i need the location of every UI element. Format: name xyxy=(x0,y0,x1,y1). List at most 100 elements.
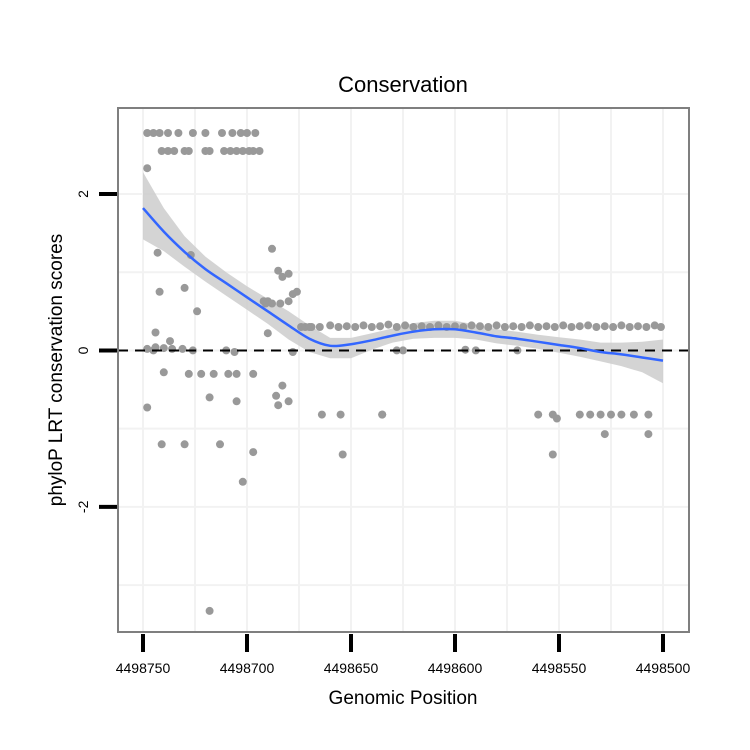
data-point xyxy=(232,397,241,406)
data-point xyxy=(596,410,605,419)
data-point xyxy=(174,129,183,137)
data-point xyxy=(236,129,245,137)
data-point xyxy=(378,410,387,419)
data-point xyxy=(188,129,197,137)
data-point xyxy=(255,147,264,155)
y-tick-label: 0 xyxy=(75,346,91,354)
data-point xyxy=(143,344,152,353)
data-point xyxy=(157,147,166,155)
data-point xyxy=(417,322,426,331)
data-points xyxy=(143,129,665,615)
data-point xyxy=(476,322,484,331)
x-tick-label: 4498500 xyxy=(636,660,691,676)
data-point xyxy=(263,329,272,338)
data-point xyxy=(534,410,543,419)
data-point xyxy=(261,299,270,308)
data-point xyxy=(586,410,595,419)
data-point xyxy=(509,322,518,331)
data-point xyxy=(336,410,345,419)
data-point xyxy=(243,129,251,137)
x-axis: 4498750 4498700 4498650 4498600 4498550 44985… xyxy=(116,634,691,676)
data-point xyxy=(224,369,233,378)
data-point xyxy=(467,321,476,330)
data-point xyxy=(338,450,347,459)
data-point xyxy=(168,344,177,353)
data-point xyxy=(292,287,301,296)
data-point xyxy=(153,248,162,257)
data-point xyxy=(351,323,360,331)
data-point xyxy=(644,410,653,419)
data-point xyxy=(642,323,651,331)
data-point xyxy=(607,410,615,419)
data-point xyxy=(151,328,160,337)
data-point xyxy=(238,477,247,486)
x-tick-label: 4498550 xyxy=(532,660,587,676)
data-point xyxy=(249,448,258,457)
data-point xyxy=(401,321,410,330)
data-point xyxy=(625,323,634,331)
data-point xyxy=(249,369,258,378)
data-point xyxy=(575,322,584,331)
data-point xyxy=(359,321,368,330)
data-point xyxy=(184,369,193,378)
data-point xyxy=(249,147,258,155)
data-point xyxy=(609,323,618,331)
data-point xyxy=(367,323,376,331)
y-tick-label: -2 xyxy=(75,500,91,513)
data-point xyxy=(342,322,351,331)
x-tick-label: 4498700 xyxy=(220,660,275,676)
data-point xyxy=(164,147,172,155)
data-point xyxy=(184,147,193,155)
data-point xyxy=(634,322,642,331)
data-point xyxy=(656,323,665,331)
x-tick-label: 4498600 xyxy=(428,660,483,676)
data-point xyxy=(226,147,235,155)
data-point xyxy=(209,369,218,378)
data-point xyxy=(399,346,407,355)
data-point xyxy=(525,321,534,330)
chart-title: Conservation xyxy=(338,72,468,97)
data-point xyxy=(517,323,526,331)
data-point xyxy=(197,369,206,378)
confidence-band-area xyxy=(143,172,663,384)
data-point xyxy=(617,321,626,330)
data-point xyxy=(218,129,226,137)
data-point xyxy=(178,344,187,353)
data-point xyxy=(180,283,189,292)
data-point xyxy=(166,337,174,346)
data-point xyxy=(575,410,584,419)
data-point xyxy=(278,272,287,281)
data-point xyxy=(629,410,638,419)
data-point xyxy=(434,321,443,330)
data-point xyxy=(276,299,285,308)
x-axis-label: Genomic Position xyxy=(329,688,478,709)
data-point xyxy=(548,450,557,459)
data-point xyxy=(567,323,576,331)
data-point xyxy=(600,322,609,331)
data-point xyxy=(170,147,179,155)
data-point xyxy=(180,440,189,449)
data-point xyxy=(157,440,166,449)
data-point xyxy=(268,299,276,308)
data-point xyxy=(650,321,659,330)
data-point xyxy=(492,321,501,330)
y-axis: -2 0 2 xyxy=(75,190,117,513)
data-point xyxy=(617,410,626,419)
plot-panel xyxy=(117,107,690,633)
x-tick-label: 4498750 xyxy=(116,660,171,676)
data-point xyxy=(288,348,297,356)
data-point xyxy=(552,414,561,423)
data-point xyxy=(409,323,418,331)
data-point xyxy=(274,266,283,275)
data-point xyxy=(542,322,551,331)
data-point xyxy=(500,323,509,331)
data-point xyxy=(278,381,287,390)
data-point xyxy=(216,440,224,449)
data-point xyxy=(317,410,326,419)
data-point xyxy=(284,297,293,306)
y-axis-label: phyloP LRT conservation scores xyxy=(46,234,67,507)
data-point xyxy=(592,323,601,331)
data-point xyxy=(230,348,239,356)
data-point xyxy=(151,343,160,352)
